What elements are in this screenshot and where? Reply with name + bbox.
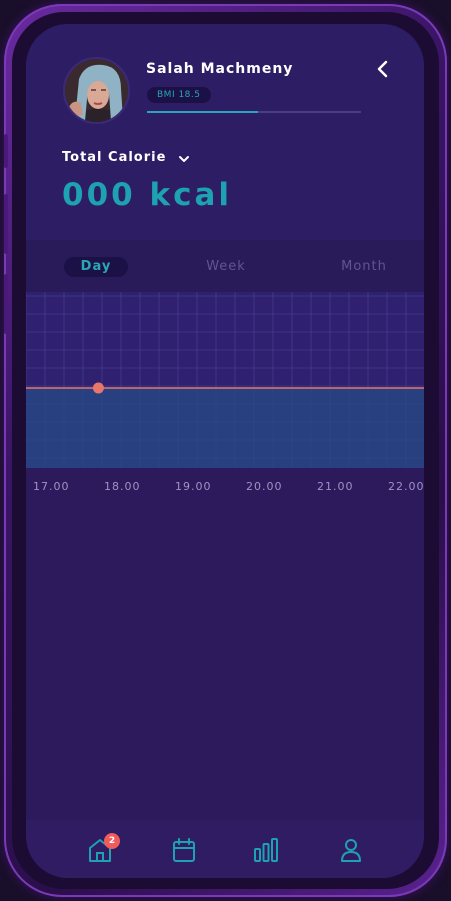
- home-notification-badge: 2: [104, 833, 120, 849]
- chart-x-tick-label: 19.00: [175, 480, 212, 493]
- chevron-down-icon: [179, 156, 189, 162]
- tab-day[interactable]: Day: [64, 257, 128, 277]
- bmi-progress-track: [147, 111, 361, 113]
- chart-area-fill: [26, 388, 424, 468]
- tab-week[interactable]: Week: [206, 259, 246, 274]
- nav-home-button[interactable]: [86, 836, 114, 864]
- profile-name: Salah Machmeny: [146, 61, 294, 77]
- bar-chart-icon: [254, 838, 278, 862]
- back-button[interactable]: [372, 58, 394, 80]
- period-tabs: Day Week Month: [26, 240, 424, 292]
- user-icon: [341, 839, 361, 862]
- calendar-icon: [173, 838, 195, 862]
- calorie-chart-svg: [26, 292, 424, 468]
- bmi-badge: BMI 18.5: [147, 87, 211, 103]
- chart-x-tick-label: 18.00: [104, 480, 141, 493]
- profile-header: Salah Machmeny BMI 18.5 Total Calorie 00…: [26, 24, 424, 240]
- bottom-navigation: 2: [26, 820, 424, 878]
- calorie-chart: [26, 292, 424, 468]
- app-screen: Salah Machmeny BMI 18.5 Total Calorie 00…: [26, 24, 424, 878]
- avatar-image: [65, 59, 128, 122]
- chart-x-tick-label: 22.00: [388, 480, 424, 493]
- phone-side-button: [4, 274, 8, 334]
- chart-x-tick-label: 21.00: [317, 480, 354, 493]
- phone-side-button: [4, 134, 8, 168]
- nav-calendar-button[interactable]: [170, 836, 198, 864]
- chevron-left-icon: [377, 60, 388, 78]
- chart-highlight-point[interactable]: [92, 382, 104, 394]
- total-calorie-dropdown-label[interactable]: Total Calorie: [62, 150, 167, 165]
- avatar[interactable]: [63, 57, 130, 124]
- nav-stats-button[interactable]: [252, 836, 280, 864]
- chart-x-tick-label: 17.00: [33, 480, 70, 493]
- bmi-progress-fill: [147, 111, 259, 113]
- chart-x-tick-label: 20.00: [246, 480, 283, 493]
- phone-side-button: [4, 194, 8, 254]
- nav-profile-button[interactable]: [337, 836, 365, 864]
- calorie-value: 000 kcal: [62, 177, 233, 213]
- chart-x-axis-labels: 17.00 18.00 19.00 20.00 21.00 22.00: [26, 480, 424, 500]
- home-icon: [89, 839, 111, 862]
- total-calorie-dropdown-button[interactable]: [177, 151, 191, 165]
- tab-month[interactable]: Month: [341, 259, 387, 274]
